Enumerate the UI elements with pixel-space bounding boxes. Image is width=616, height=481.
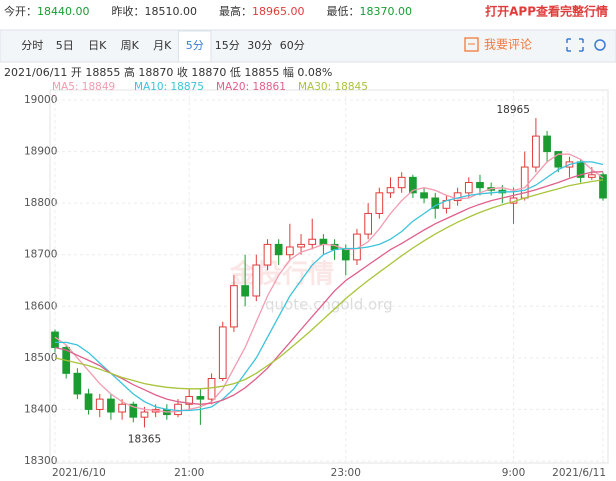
plot-frame [49,89,609,464]
tab-bar [0,29,616,63]
y-tick-label: 18400 [24,403,57,415]
candle-body [319,238,328,245]
header-label: 昨收： [112,4,145,18]
y-tick-label: 18500 [24,352,57,364]
candle-body [543,135,551,153]
candle-body [420,192,428,199]
legend-entry: MA5: 18849 [52,81,115,93]
min-label: 18365 [128,433,161,445]
watermark-url: quote.cngold.org [265,296,393,314]
candle-body [341,249,350,261]
legend-entry: MA30: 18845 [298,81,368,93]
candle-body [286,246,294,256]
y-tick-label: 18700 [24,249,57,261]
tab[interactable]: 5分 [186,39,204,52]
candle-body [230,285,238,328]
candle-body [241,285,249,297]
tab[interactable]: 15分 [215,39,240,52]
candle-body [431,197,440,209]
x-tick-label: 23:00 [331,467,361,479]
comment-button[interactable]: 我要评论 [484,38,532,52]
y-tick-label: 18600 [24,300,57,312]
ma-line [54,153,604,413]
candle-body [308,238,317,245]
candle-body [532,135,540,168]
candle-body [587,174,596,178]
y-tick-label: 18800 [24,197,57,209]
candle-body [409,176,417,194]
y-tick-label: 19000 [24,94,57,106]
candle-body [554,151,563,168]
header-label: 最低： [327,5,360,18]
x-tick-label: 21:00 [174,467,204,479]
x-tick-label: 9:00 [502,467,526,479]
candle-body [397,176,406,189]
y-tick-label: 18300 [24,455,57,467]
ma-line [54,171,604,405]
tab[interactable]: 分时 [21,39,43,52]
candle-body [599,174,607,199]
ma-line [54,179,604,390]
info-line: 2021/06/11 开 18855 高 18870 收 18870 低 188… [4,65,332,79]
candle-body [375,192,384,214]
header-label: 最高： [219,4,252,18]
candle-body [84,393,93,410]
candle-body [386,187,395,194]
header-value: 18965.00 [252,5,305,18]
legend-entry: MA10: 18875 [134,81,204,93]
watermark: 金投行情 [229,259,334,290]
candle-body [174,403,182,416]
header-value: 18440.00 [37,5,90,18]
candle-body [51,331,59,349]
max-label: 18965 [496,104,529,116]
tab[interactable]: 周K [121,39,140,52]
header-value: 18510.00 [145,5,198,18]
x-tick-label: 2021/6/10 [52,467,106,479]
candle-body [476,182,484,189]
y-tick-label: 18900 [24,146,57,158]
app-link[interactable]: 打开APP查看完整行情 [485,4,608,19]
candle-body [107,398,115,413]
header-label: 今开： [4,4,37,18]
candle-body [95,398,104,410]
candle-body [218,326,227,379]
candle-body [140,411,149,418]
tab[interactable]: 日K [88,39,107,52]
comment-icon[interactable] [464,37,479,52]
ma-line [55,161,604,412]
tab[interactable]: 月K [153,39,172,52]
candle-body [196,396,205,400]
candle-body [252,264,261,297]
x-tick-label: 2021/6/11 [552,467,606,479]
header-value: 18370.00 [360,5,413,18]
candle-body [364,212,372,235]
tab[interactable]: 5日 [56,39,74,52]
legend-entry: MA20: 18861 [216,81,286,93]
candle-body [207,377,216,400]
tab[interactable]: 30分 [247,39,272,52]
tab[interactable]: 60分 [280,39,305,52]
tab-active-bg [178,30,212,63]
candle-body [297,243,305,248]
candle-body [129,403,138,418]
candle-body [73,372,82,395]
candle-body [263,243,272,266]
candle-body [464,182,473,194]
candle-body [185,396,194,405]
settings-icon[interactable] [594,39,606,51]
fullscreen-icon[interactable] [566,38,584,52]
candle-body [118,403,126,413]
candle-body [274,243,283,256]
